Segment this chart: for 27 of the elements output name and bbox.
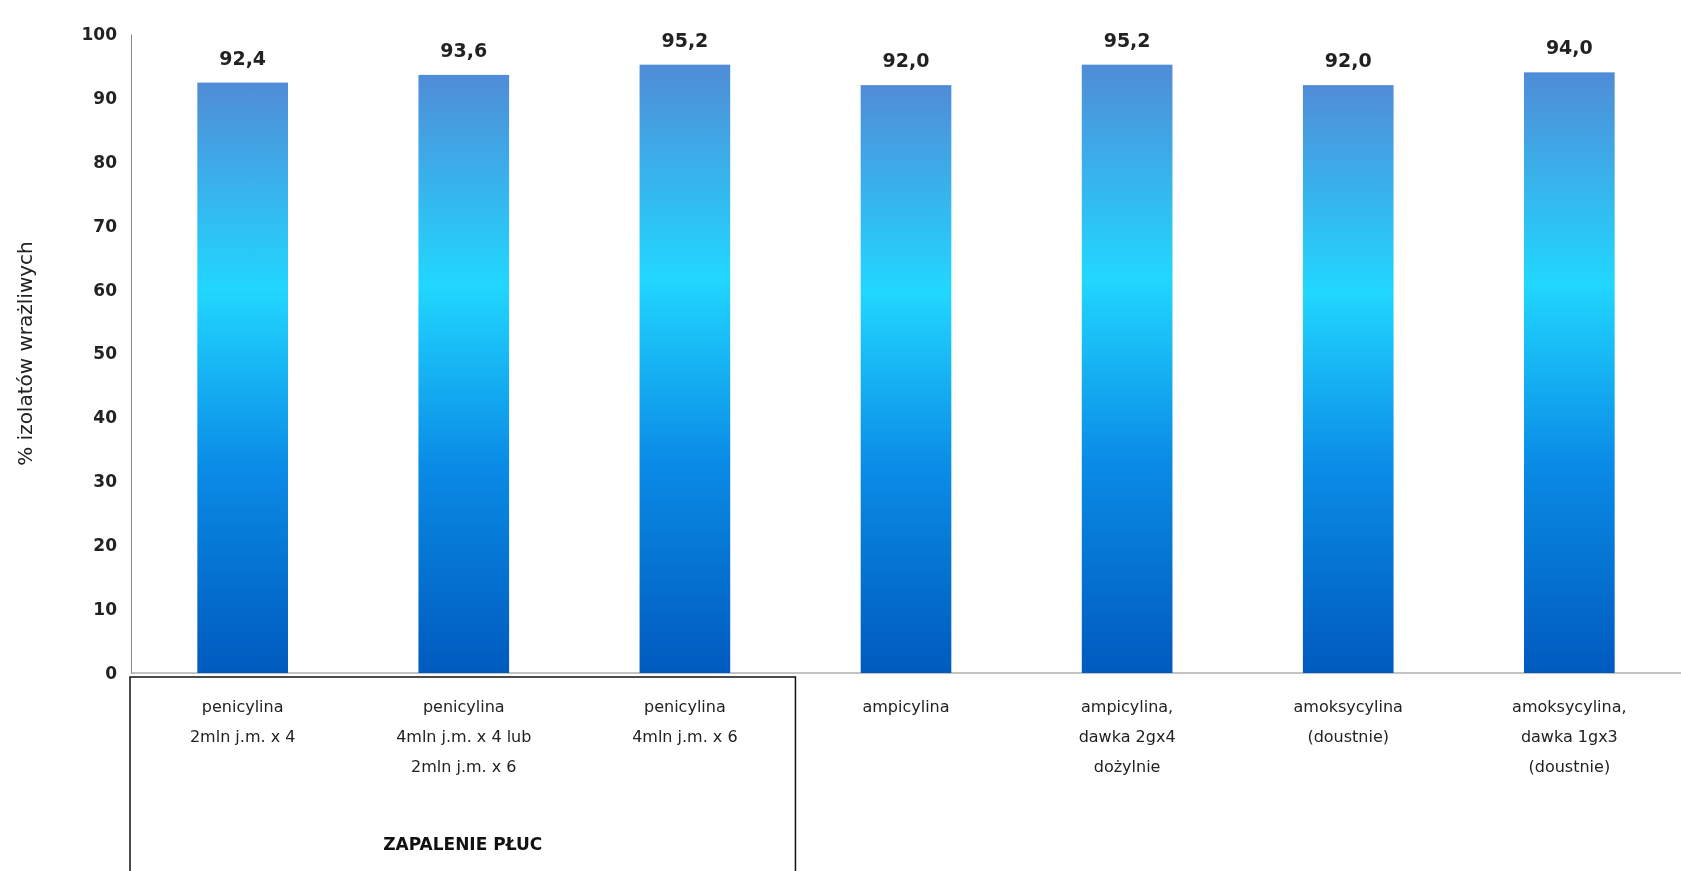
x-tick-label: amoksycylina (doustnie) [1293, 697, 1403, 746]
x-tick-label: penicylina 4mln j.m. x 6 [632, 697, 738, 746]
y-tick-label: 30 [93, 471, 118, 492]
y-tick-label: 0 [105, 662, 118, 683]
data-label: 95,2 [1103, 28, 1151, 51]
x-tick-label: ampicylina [862, 697, 950, 716]
y-tick-label: 10 [93, 599, 118, 620]
y-tick-label: 50 [93, 343, 118, 364]
y-tick-label: 80 [93, 151, 118, 172]
x-tick-label: penicylina 4mln j.m. x 4 lub 2mln j.m. x 6 [396, 697, 532, 776]
y-tick-label: 100 [81, 23, 118, 44]
y-axis-title: % izolatów wrażliwych [13, 241, 37, 466]
data-label: 93,6 [440, 38, 488, 61]
data-label: 95,2 [661, 28, 709, 51]
y-tick-label: 20 [93, 535, 118, 556]
data-label: 94,0 [1545, 36, 1593, 59]
data-label: 92,0 [1324, 49, 1372, 72]
data-label: 92,4 [219, 46, 267, 69]
x-tick-label: penicylina 2mln j.m. x 4 [189, 697, 296, 746]
x-tick-label: amoksycylina, dawka 1gx3 (doustnie) [1512, 697, 1627, 776]
y-tick-label: 70 [93, 215, 118, 236]
y-tick-label: 90 [93, 87, 118, 108]
x-tick-label: ampicylina, dawka 2gx4 dożylnie [1078, 697, 1176, 776]
y-tick-label: 60 [93, 279, 118, 300]
y-tick-label: 40 [93, 407, 118, 428]
data-label: 92,0 [882, 49, 930, 72]
text: ZAPALENIE PŁUC [383, 834, 543, 854]
